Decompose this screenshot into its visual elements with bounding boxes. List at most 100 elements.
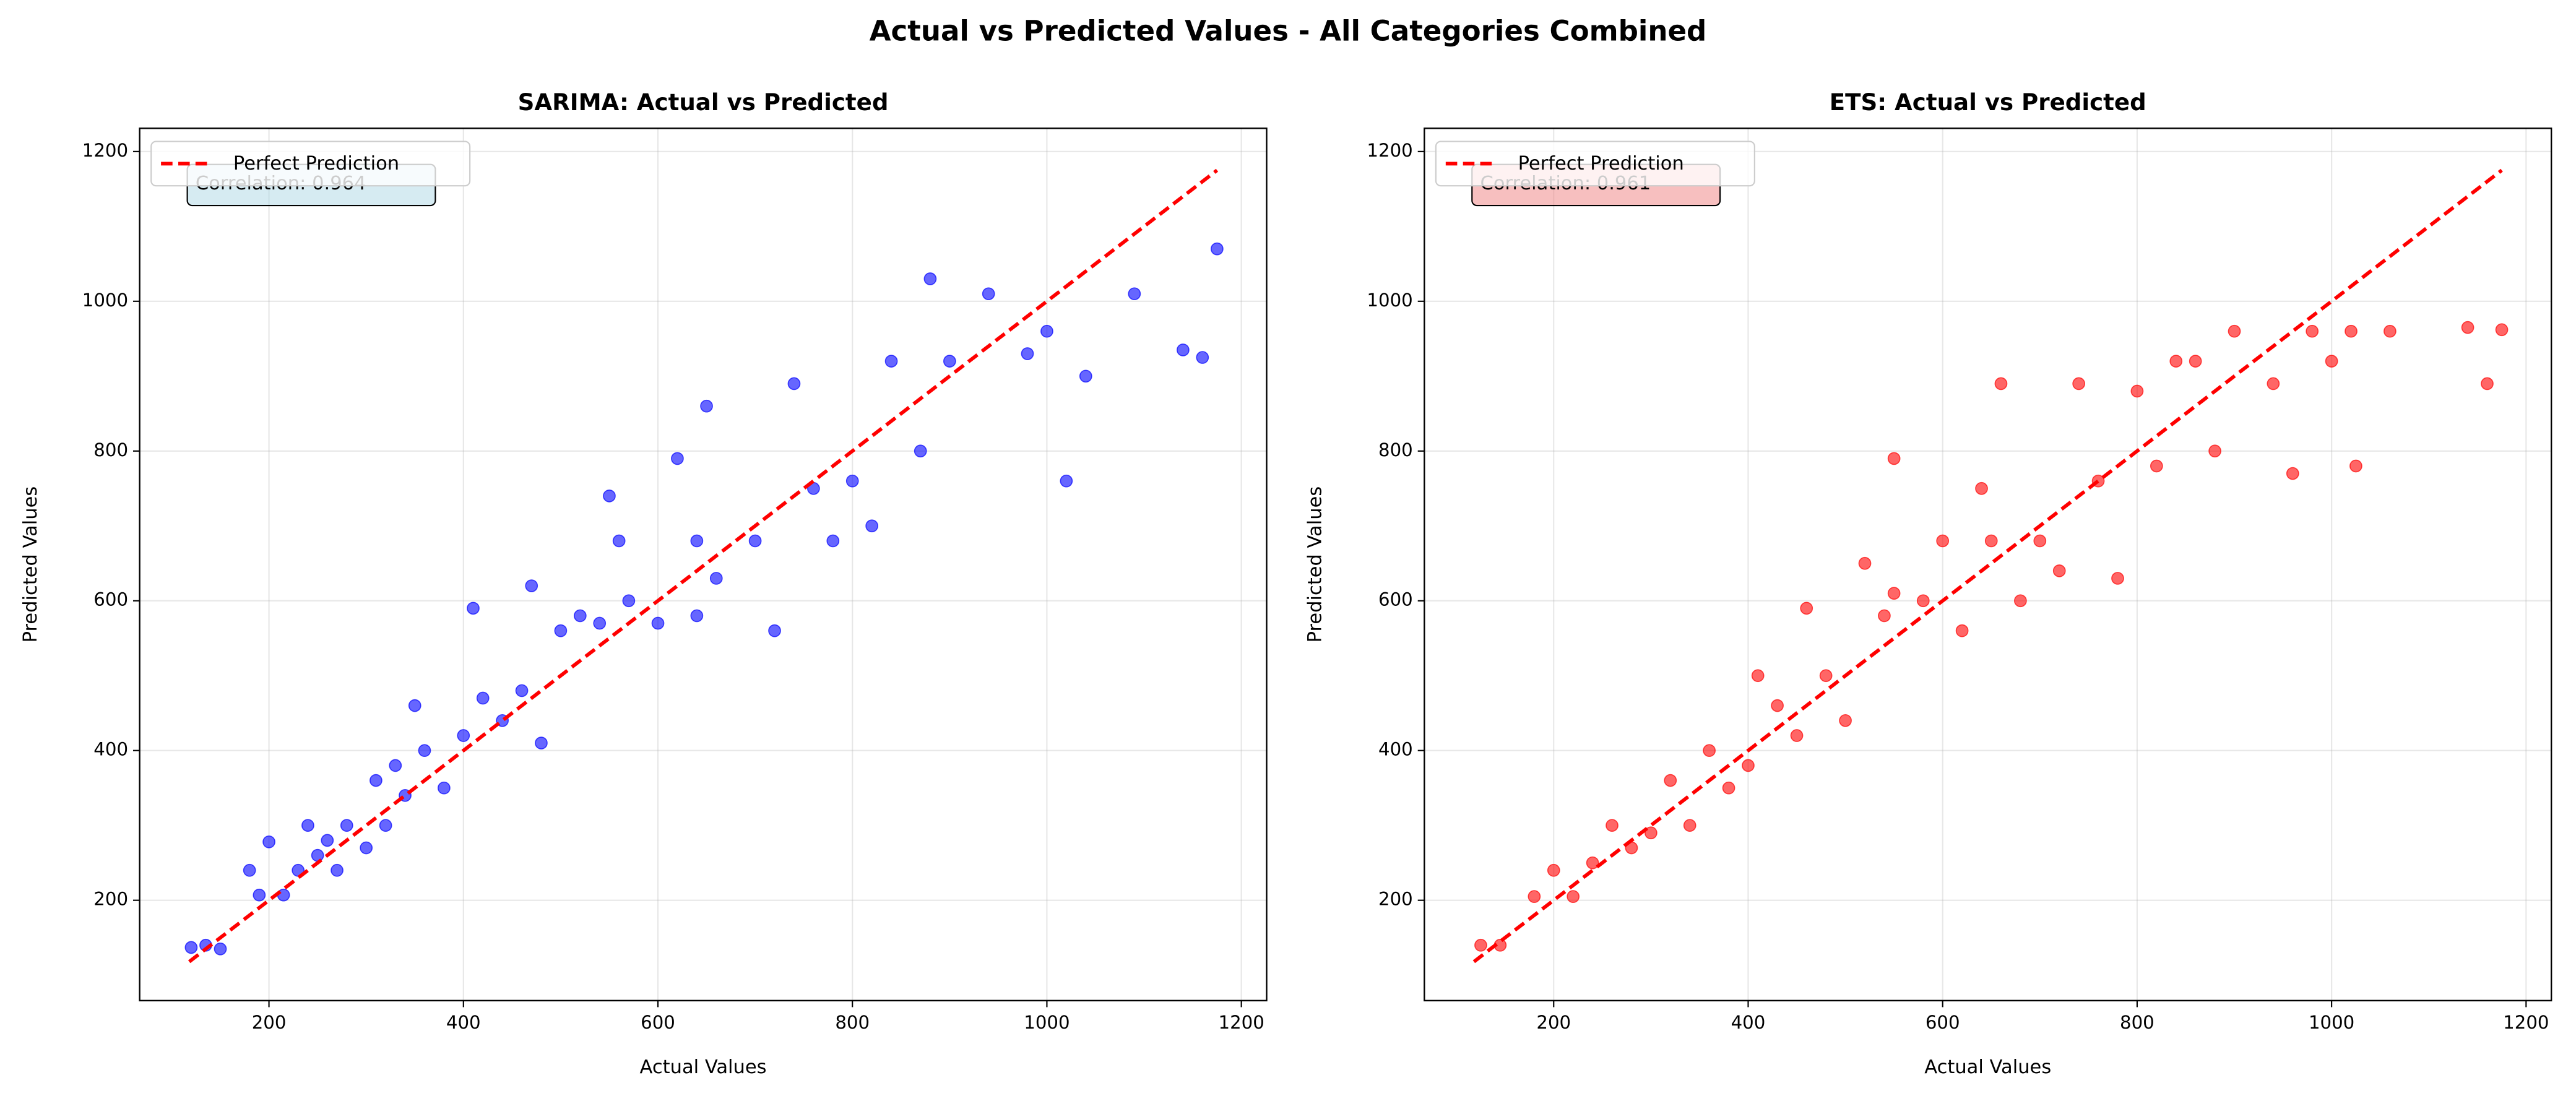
- y-tick-label: 1200: [82, 140, 128, 161]
- scatter-point: [2130, 384, 2144, 398]
- axes-frame: [1424, 127, 2552, 1001]
- scatter-point: [535, 736, 548, 749]
- legend-label: Perfect Prediction: [1518, 153, 1684, 175]
- scatter-point: [253, 888, 266, 902]
- scatter-point: [1790, 729, 1804, 742]
- scatter-point: [408, 699, 421, 712]
- scatter-point: [1984, 534, 1998, 548]
- scatter-point: [1858, 556, 1872, 570]
- scatter-point: [331, 863, 344, 877]
- reference-line: [1472, 168, 2503, 964]
- scatter-point: [2228, 324, 2241, 338]
- scatter-point: [943, 355, 956, 368]
- scatter-point: [1887, 452, 1901, 465]
- scatter-point: [2349, 459, 2362, 473]
- scatter-point: [622, 594, 636, 608]
- scatter-point: [2189, 355, 2202, 368]
- scatter-point: [2306, 324, 2319, 338]
- scatter-point: [243, 863, 256, 877]
- scatter-point: [1839, 714, 1852, 727]
- scatter-point: [467, 602, 480, 615]
- x-tick-label: 600: [1926, 1012, 1960, 1033]
- scatter-point: [2345, 324, 2358, 338]
- scatter-point: [1196, 351, 1209, 364]
- scatter-point: [603, 490, 616, 503]
- scatter-point: [982, 287, 995, 301]
- y-tick-label: 1200: [1367, 140, 1412, 161]
- y-tick-label: 200: [1378, 889, 1413, 910]
- x-tick-label: 200: [252, 1012, 287, 1033]
- scatter-point: [573, 609, 587, 623]
- scatter-point: [457, 729, 470, 742]
- scatter-point: [2267, 377, 2280, 391]
- scatter-point: [2325, 355, 2338, 368]
- scatter-point: [768, 624, 781, 637]
- scatter-point: [651, 616, 665, 630]
- scatter-point: [2014, 594, 2027, 608]
- scatter-point: [1819, 669, 1833, 683]
- scatter-point: [2481, 377, 2494, 391]
- scatter-point: [1060, 474, 1073, 488]
- scatter-point: [2208, 444, 2221, 458]
- scatter-point: [301, 819, 314, 832]
- scatter-point: [1040, 324, 1053, 338]
- scatter-point: [884, 355, 898, 368]
- y-tick-label: 600: [1378, 589, 1413, 610]
- scatter-point: [1547, 863, 1560, 877]
- scatter-point: [1722, 781, 1735, 795]
- x-tick-label: 400: [1731, 1012, 1766, 1033]
- scatter-point: [1955, 624, 1969, 637]
- subplot-title: ETS: Actual vs Predicted: [1830, 89, 2146, 116]
- scatter-point: [214, 942, 227, 956]
- scatter-point: [525, 579, 538, 592]
- scatter-point: [593, 616, 607, 630]
- scatter-point: [1128, 287, 1141, 301]
- y-tick-label: 600: [93, 589, 128, 610]
- scatter-point: [2286, 467, 2299, 480]
- x-tick-label: 1000: [2309, 1012, 2354, 1033]
- scatter-point: [2384, 324, 2397, 338]
- x-tick-label: 600: [641, 1012, 675, 1033]
- scatter-point: [748, 534, 762, 548]
- scatter-point: [1994, 377, 2008, 391]
- scatter-point: [476, 691, 490, 705]
- scatter-point: [1878, 609, 1891, 623]
- scatter-point: [1683, 819, 1696, 832]
- scatter-point: [389, 759, 402, 772]
- scatter-point: [370, 774, 383, 787]
- scatter-point: [671, 452, 684, 465]
- scatter-point: [554, 624, 568, 637]
- scatter-point: [2461, 321, 2474, 334]
- scatter-point: [1177, 343, 1190, 356]
- scatter-point: [690, 609, 704, 623]
- y-tick-label: 1000: [82, 290, 128, 311]
- legend-label: Perfect Prediction: [233, 153, 399, 175]
- x-tick-label: 800: [835, 1012, 870, 1033]
- scatter-point: [1606, 819, 1619, 832]
- scatter-point: [1916, 594, 1930, 608]
- scatter-point: [1474, 938, 1487, 952]
- y-tick-label: 800: [1378, 439, 1413, 460]
- scatter-point: [865, 519, 878, 533]
- x-tick-label: 1200: [2503, 1012, 2549, 1033]
- subplot-title: SARIMA: Actual vs Predicted: [518, 89, 889, 116]
- scatter-point: [2169, 355, 2183, 368]
- scatter-point: [914, 444, 927, 458]
- scatter-point: [184, 941, 198, 954]
- reference-line: [188, 168, 1219, 964]
- scatter-point: [1771, 699, 1784, 712]
- y-tick-label: 400: [93, 739, 128, 760]
- scatter-point: [1664, 774, 1677, 787]
- scatter-point: [321, 834, 334, 847]
- scatter-point: [1751, 669, 1765, 683]
- scatter-point: [1586, 856, 1599, 870]
- scatter-point: [2495, 323, 2509, 337]
- figure-title: Actual vs Predicted Values - All Categor…: [870, 14, 1707, 47]
- x-tick-label: 800: [2120, 1012, 2155, 1033]
- scatter-point: [1975, 481, 1988, 495]
- scatter-point: [2072, 377, 2085, 391]
- x-tick-label: 400: [446, 1012, 481, 1033]
- scatter-point: [418, 744, 431, 758]
- scatter-point: [1887, 587, 1901, 600]
